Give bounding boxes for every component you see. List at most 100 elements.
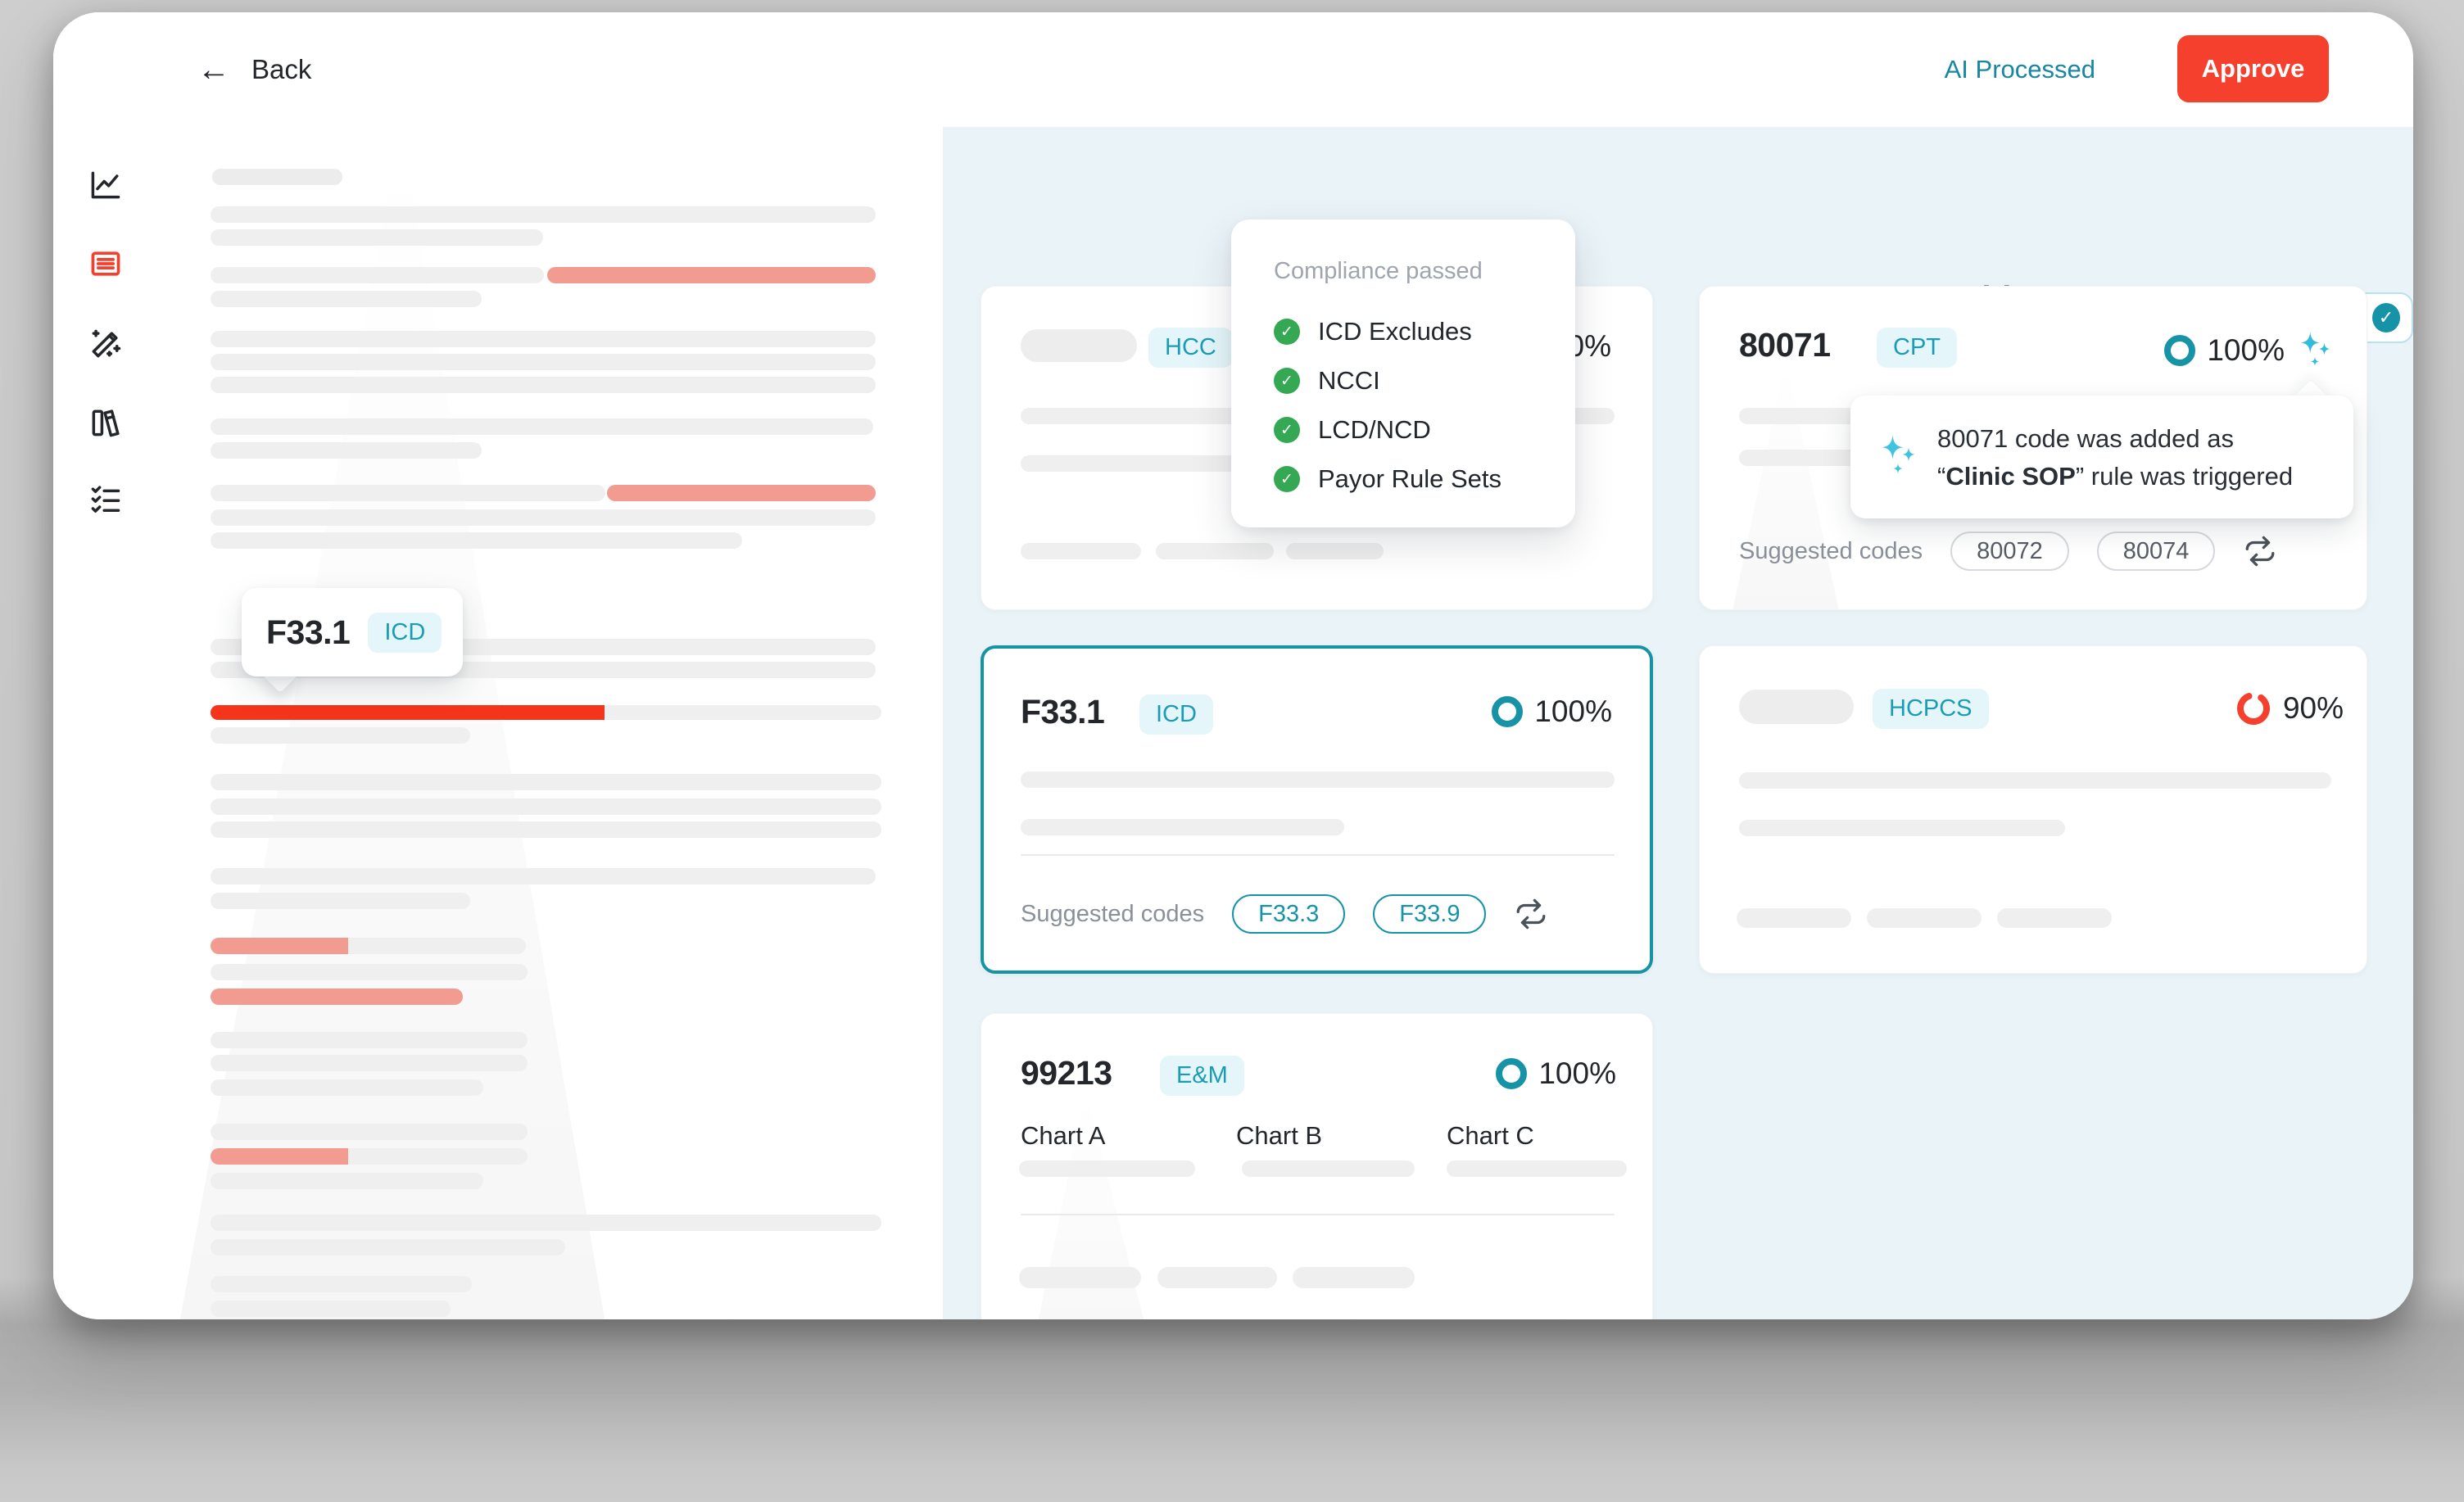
suggested-codes-row: Suggested codes F33.3 F33.9 [1021, 894, 1548, 934]
progress-ring-icon [1496, 1058, 1528, 1089]
confidence-indicator: 100% [2164, 329, 2334, 372]
topbar: ← Back AI Processed Approve [53, 12, 2413, 127]
chart-a-label: Chart A [1021, 1121, 1106, 1150]
compliance-item[interactable]: ✓ Payor Rule Sets [1274, 464, 1502, 494]
ai-sparkles-icon [2300, 332, 2330, 367]
ai-processed-label: AI Processed [1944, 55, 2095, 84]
skeleton-line [211, 442, 482, 459]
skeleton-line-highlighted [607, 485, 876, 501]
analytics-icon[interactable] [87, 166, 125, 204]
document-panel: F33.1 ICD [156, 127, 943, 1319]
icd-code: F33.1 [1021, 693, 1105, 731]
skeleton-pill [1447, 1160, 1627, 1177]
ai-sparkles-icon [1882, 435, 1915, 474]
skeleton-line [1739, 820, 2065, 836]
ai-tooltip-line2: ” rule was triggered [2075, 462, 2294, 491]
skeleton-pill [1156, 543, 1274, 559]
checklist-icon[interactable] [87, 481, 125, 518]
confidence-value: 90% [2282, 691, 2344, 725]
suggested-code-pill[interactable]: 80074 [2096, 532, 2216, 571]
card-divider [1021, 854, 1615, 856]
check-icon: ✓ [1274, 466, 1300, 492]
em-badge: E&M [1160, 1056, 1244, 1096]
skeleton-line [211, 1079, 483, 1096]
confidence-indicator: 90% [2235, 690, 2344, 726]
skeleton-line [211, 485, 605, 501]
skeleton-pill [1157, 1267, 1277, 1288]
skeleton-pill [1019, 1160, 1195, 1177]
suggested-codes-label: Suggested codes [1021, 900, 1205, 927]
card-hcpcs[interactable]: HCPCS 90% [1699, 645, 2367, 974]
hcc-badge: HCC [1148, 328, 1233, 368]
skeleton-pill [1242, 1160, 1415, 1177]
approve-button[interactable]: Approve [2177, 35, 2329, 102]
skeleton-line [211, 331, 876, 347]
skeleton-line [211, 1173, 483, 1189]
progress-ring-icon [2164, 335, 2196, 366]
document-icon[interactable] [87, 245, 125, 283]
confidence-indicator: 100% [1492, 694, 1612, 729]
confidence-value: 100% [1534, 694, 1612, 728]
cpt-badge: CPT [1877, 328, 1957, 368]
check-icon: ✓ [1274, 368, 1300, 394]
magic-wand-icon[interactable] [87, 325, 125, 363]
card-em-99213[interactable]: 99213 E&M 100% Chart A Chart B Chart C [981, 1013, 1653, 1319]
doc-code-tooltip[interactable]: F33.1 ICD [242, 588, 463, 676]
back-button[interactable]: ← Back [197, 12, 311, 127]
hcpcs-badge: HCPCS [1873, 689, 1989, 729]
skeleton-line [212, 169, 342, 185]
compliance-dropdown[interactable]: Compliance passed ✓ ICD Excludes ✓ NCCI … [1231, 219, 1575, 527]
skeleton-line [348, 1148, 528, 1165]
back-arrow-icon: ← [197, 52, 230, 88]
skeleton-pill [1021, 329, 1137, 362]
suggested-codes-row: Suggested codes 80072 80074 [1739, 532, 2277, 571]
skeleton-line-highlighted [211, 1148, 348, 1165]
compliance-dropdown-header: Compliance passed [1274, 258, 1483, 284]
skeleton-line [211, 377, 876, 393]
compliance-item[interactable]: ✓ ICD Excludes [1274, 317, 1472, 346]
suggested-codes-label: Suggested codes [1739, 537, 1923, 564]
check-icon: ✓ [2371, 303, 2400, 333]
skeleton-pill [1021, 543, 1141, 559]
skeleton-pill [1739, 690, 1854, 724]
confidence-value: 100% [1538, 1056, 1616, 1090]
icd-badge: ICD [1139, 694, 1213, 735]
suggested-code-pill[interactable]: 80072 [1950, 532, 2069, 571]
suggested-code-pill[interactable]: F33.9 [1373, 894, 1487, 934]
skeleton-line [211, 291, 482, 307]
compliance-item[interactable]: ✓ LCD/NCD [1274, 415, 1431, 445]
ai-tooltip-rule-name: Clinic SOP [1945, 462, 2076, 491]
skeleton-line [211, 509, 876, 526]
skeleton-pill [1867, 908, 1982, 928]
card-icd-f331[interactable]: F33.1 ICD 100% Suggested codes F33.3 F33… [981, 645, 1653, 974]
books-icon[interactable] [87, 404, 125, 441]
compliance-item[interactable]: ✓ NCCI [1274, 366, 1380, 396]
skeleton-line [211, 893, 470, 909]
skeleton-line [211, 868, 876, 884]
progress-ring-90-icon [2236, 692, 2270, 725]
skeleton-line [211, 1055, 528, 1071]
ai-rule-tooltip: 80071 code was added as “Clinic SOP” rul… [1850, 396, 2353, 518]
swap-codes-icon[interactable] [1514, 897, 1548, 931]
skeleton-line [211, 727, 470, 744]
skeleton-line [1021, 819, 1344, 835]
skeleton-line [211, 267, 544, 283]
skeleton-line [211, 964, 528, 980]
skeleton-line [211, 1239, 565, 1255]
compliance-item-label: Payor Rule Sets [1318, 464, 1502, 493]
ai-processed-link[interactable]: AI Processed [1945, 12, 2095, 127]
highlight-beam [1732, 360, 1839, 609]
skeleton-pill [1737, 908, 1851, 928]
skeleton-line [211, 229, 543, 246]
sidebar [53, 12, 156, 1319]
skeleton-line-selected [211, 705, 605, 720]
check-icon: ✓ [1274, 417, 1300, 443]
back-label: Back [251, 54, 312, 84]
skeleton-line [211, 1276, 472, 1292]
swap-codes-icon[interactable] [2243, 534, 2277, 568]
skeleton-line [211, 532, 742, 549]
skeleton-line-highlighted [211, 989, 463, 1005]
suggested-code-pill[interactable]: F33.3 [1232, 894, 1346, 934]
progress-ring-icon [1492, 696, 1524, 727]
skeleton-line [211, 418, 873, 435]
